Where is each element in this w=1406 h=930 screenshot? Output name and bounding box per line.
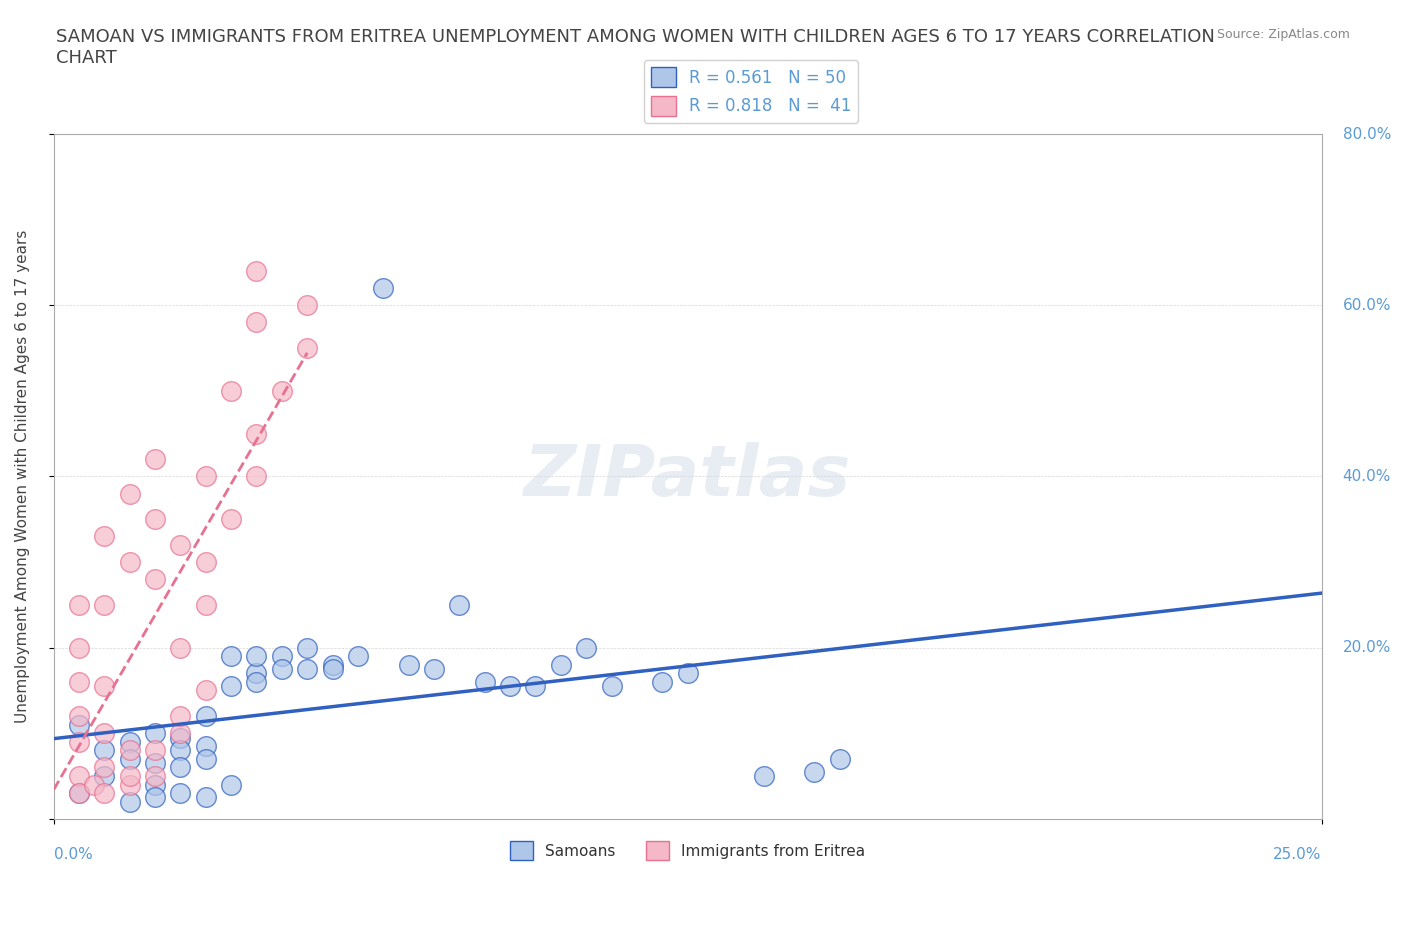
Point — [194, 751, 217, 766]
Text: 25.0%: 25.0% — [1274, 846, 1322, 861]
Point — [169, 640, 191, 655]
Legend: Samoans, Immigrants from Eritrea: Samoans, Immigrants from Eritrea — [503, 835, 872, 866]
Point — [423, 661, 446, 676]
Point — [270, 649, 292, 664]
Point — [245, 666, 267, 681]
Point — [245, 469, 267, 484]
Point — [373, 281, 395, 296]
Point — [118, 735, 141, 750]
Point — [194, 554, 217, 569]
Point — [67, 768, 90, 783]
Point — [194, 469, 217, 484]
Point — [67, 735, 90, 750]
Point — [600, 679, 623, 694]
Text: SAMOAN VS IMMIGRANTS FROM ERITREA UNEMPLOYMENT AMONG WOMEN WITH CHILDREN AGES 6 : SAMOAN VS IMMIGRANTS FROM ERITREA UNEMPL… — [56, 28, 1215, 67]
Point — [270, 661, 292, 676]
Point — [245, 426, 267, 441]
Point — [67, 709, 90, 724]
Text: 0.0%: 0.0% — [53, 846, 93, 861]
Point — [93, 743, 115, 758]
Point — [270, 383, 292, 398]
Point — [219, 512, 242, 526]
Point — [93, 679, 115, 694]
Point — [651, 674, 673, 689]
Point — [295, 661, 318, 676]
Point — [245, 649, 267, 664]
Point — [499, 679, 522, 694]
Point — [143, 452, 166, 467]
Point — [118, 486, 141, 501]
Point — [143, 512, 166, 526]
Point — [219, 649, 242, 664]
Point — [169, 538, 191, 552]
Point — [322, 661, 344, 676]
Point — [143, 572, 166, 587]
Point — [118, 743, 141, 758]
Text: 80.0%: 80.0% — [1343, 126, 1391, 141]
Point — [67, 640, 90, 655]
Point — [219, 679, 242, 694]
Text: 20.0%: 20.0% — [1343, 640, 1391, 655]
Y-axis label: Unemployment Among Women with Children Ages 6 to 17 years: Unemployment Among Women with Children A… — [15, 230, 30, 724]
Point — [67, 717, 90, 732]
Point — [93, 760, 115, 775]
Point — [143, 777, 166, 792]
Point — [245, 674, 267, 689]
Point — [194, 597, 217, 612]
Point — [194, 709, 217, 724]
Point — [93, 597, 115, 612]
Point — [93, 725, 115, 740]
Point — [245, 315, 267, 330]
Point — [295, 298, 318, 312]
Point — [245, 263, 267, 278]
Point — [118, 768, 141, 783]
Point — [118, 554, 141, 569]
Point — [93, 786, 115, 801]
Point — [449, 597, 471, 612]
Point — [143, 756, 166, 771]
Point — [67, 786, 90, 801]
Point — [295, 340, 318, 355]
Point — [398, 658, 420, 672]
Point — [550, 658, 572, 672]
Point — [118, 751, 141, 766]
Point — [219, 777, 242, 792]
Point — [322, 658, 344, 672]
Point — [118, 777, 141, 792]
Point — [169, 725, 191, 740]
Point — [219, 383, 242, 398]
Point — [67, 597, 90, 612]
Point — [194, 790, 217, 804]
Point — [194, 683, 217, 698]
Point — [169, 730, 191, 745]
Point — [575, 640, 598, 655]
Point — [143, 725, 166, 740]
Point — [803, 764, 825, 779]
Point — [752, 768, 775, 783]
Point — [295, 640, 318, 655]
Point — [828, 751, 851, 766]
Point — [347, 649, 370, 664]
Point — [169, 709, 191, 724]
Point — [67, 786, 90, 801]
Point — [143, 743, 166, 758]
Point — [67, 674, 90, 689]
Point — [676, 666, 699, 681]
Text: 40.0%: 40.0% — [1343, 469, 1391, 484]
Point — [143, 768, 166, 783]
Point — [118, 794, 141, 809]
Point — [524, 679, 547, 694]
Point — [169, 760, 191, 775]
Point — [143, 790, 166, 804]
Text: ZIPatlas: ZIPatlas — [524, 442, 851, 511]
Point — [169, 743, 191, 758]
Point — [194, 738, 217, 753]
Point — [93, 768, 115, 783]
Point — [474, 674, 496, 689]
Point — [93, 529, 115, 544]
Point — [83, 777, 105, 792]
Text: Source: ZipAtlas.com: Source: ZipAtlas.com — [1216, 28, 1350, 41]
Text: 60.0%: 60.0% — [1343, 298, 1391, 312]
Point — [169, 786, 191, 801]
